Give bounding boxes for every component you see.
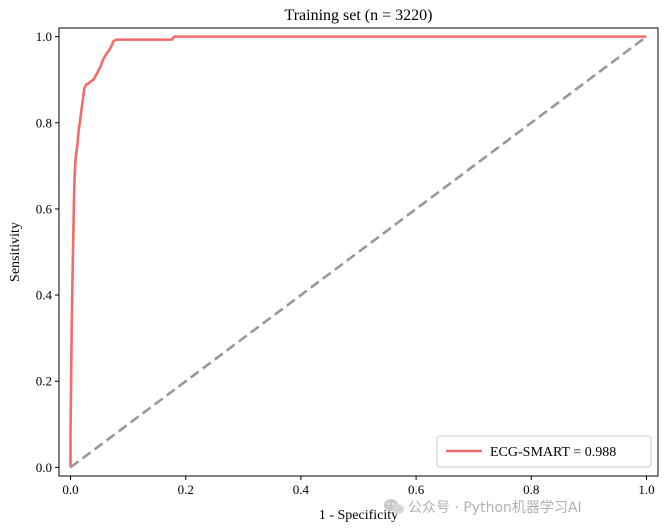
y-tick-label: 0.6 [36,201,53,216]
x-tick-label: 0.6 [408,482,425,497]
legend-label: ECG-SMART = 0.988 [490,445,616,460]
plot-frame [58,27,659,477]
wechat-icon [384,499,404,514]
x-axis-title: 1 - Specificity [319,508,398,523]
y-tick-label: 0.4 [36,288,53,303]
y-axis-title: Sensitivity [8,222,23,282]
chart-title: Training set (n = 3220) [285,7,433,24]
legend: ECG-SMART = 0.988 [436,435,652,468]
y-axis-ticks: 0.0 0.2 0.4 0.6 0.8 1.0 [36,29,59,475]
x-tick-label: 0.2 [178,482,194,497]
x-tick-label: 0.4 [293,482,310,497]
x-axis-ticks: 0.0 0.2 0.4 0.6 0.8 1.0 [62,476,655,497]
legend-box [436,435,652,468]
y-tick-label: 0.2 [36,374,52,389]
plot-area [58,27,659,477]
x-tick-label: 0.0 [62,482,78,497]
y-tick-label: 0.8 [36,115,52,130]
x-tick-label: 0.8 [523,482,539,497]
watermark: 公众号 · Python机器学习AI [384,499,582,516]
y-tick-label: 0.0 [36,460,52,475]
watermark-text: 公众号 · Python机器学习AI [408,500,582,516]
y-tick-label: 1.0 [36,29,52,44]
reference-diagonal-line [69,35,648,469]
x-tick-label: 1.0 [638,482,654,497]
roc-curve-line [69,35,647,468]
